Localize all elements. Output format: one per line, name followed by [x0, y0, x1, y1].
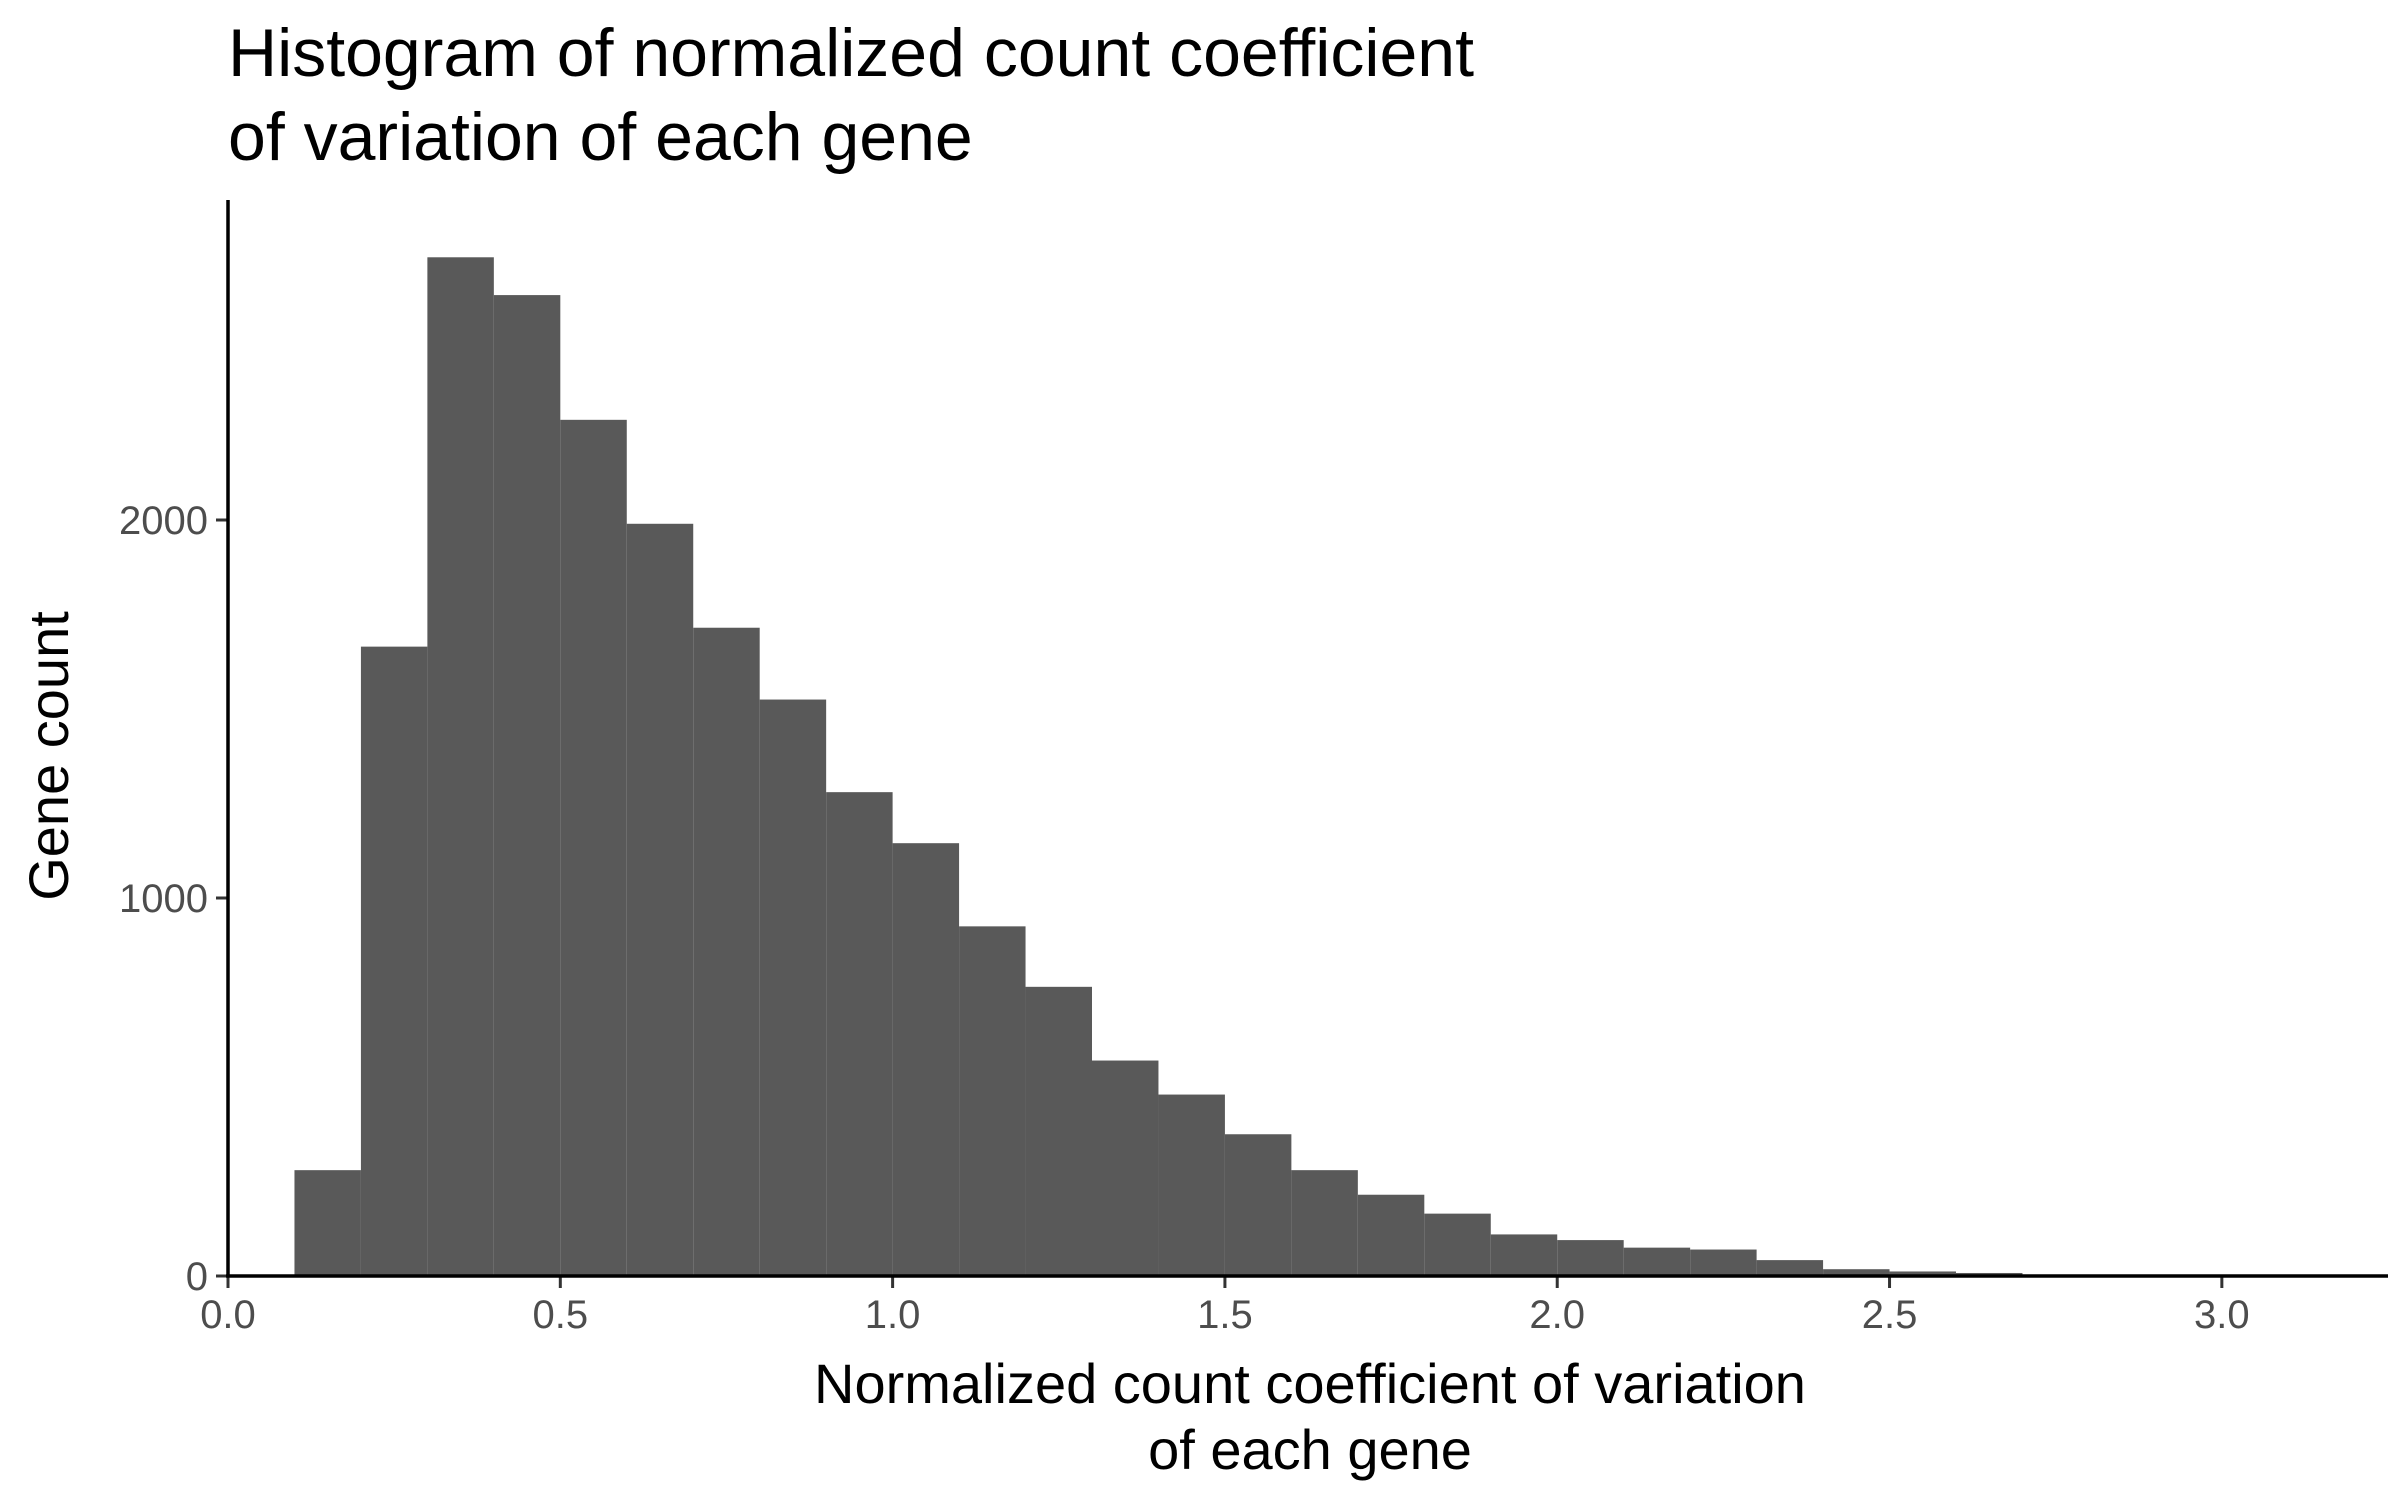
x-tick-label: 0.5	[533, 1293, 589, 1337]
y-tick-label: 1000	[119, 877, 208, 921]
y-tick-label: 0	[186, 1255, 208, 1299]
histogram-bar	[1158, 1094, 1225, 1276]
histogram-bar	[1690, 1249, 1757, 1276]
x-tick-label: 1.5	[1197, 1293, 1253, 1337]
histogram-bar	[360, 646, 428, 1276]
histogram-bar	[1025, 986, 1092, 1276]
histogram-bar	[493, 295, 561, 1277]
histogram-bar	[1424, 1213, 1491, 1276]
histogram-bar	[1623, 1247, 1691, 1276]
x-axis-title-line-1: Normalized count coefficient of variatio…	[814, 1352, 1806, 1415]
histogram-bar	[826, 792, 893, 1276]
histogram-bar	[427, 257, 494, 1276]
histogram-bar	[759, 699, 827, 1276]
y-tick-label: 2000	[119, 499, 208, 543]
histogram-bar	[1823, 1269, 1890, 1276]
chart-title-line-2: of variation of each gene	[228, 99, 973, 175]
histogram-bar	[1224, 1134, 1292, 1276]
histogram-bar	[693, 627, 760, 1276]
x-tick-label: 0.0	[200, 1293, 256, 1337]
histogram-bars	[294, 257, 2355, 1277]
histogram-bar	[959, 926, 1026, 1276]
histogram-bar	[1092, 1060, 1159, 1276]
y-axis-title: Gene count	[17, 611, 80, 901]
histogram-bar	[1557, 1240, 1624, 1276]
x-tick-label: 2.0	[1529, 1293, 1585, 1337]
histogram-bar	[294, 1170, 361, 1276]
histogram-bar	[1357, 1194, 1425, 1276]
histogram-bar	[1889, 1271, 1956, 1276]
histogram-bar	[626, 523, 694, 1276]
histogram-bar	[1490, 1234, 1558, 1276]
histogram-bar	[1756, 1260, 1824, 1276]
x-tick-label: 2.5	[1862, 1293, 1918, 1337]
x-axis-title-line-2: of each gene	[1148, 1418, 1472, 1481]
histogram-bar	[560, 419, 627, 1277]
x-tick-label: 3.0	[2194, 1293, 2250, 1337]
x-tick-label: 1.0	[865, 1293, 921, 1337]
histogram-bar	[1291, 1170, 1358, 1276]
histogram-bar	[892, 843, 960, 1276]
chart-title-line-1: Histogram of normalized count coefficien…	[228, 15, 1474, 91]
axis-ticks: 0.0 0.5 1.0 1.5 2.0 2.5 3.0 0 1000 2000	[119, 499, 2250, 1337]
